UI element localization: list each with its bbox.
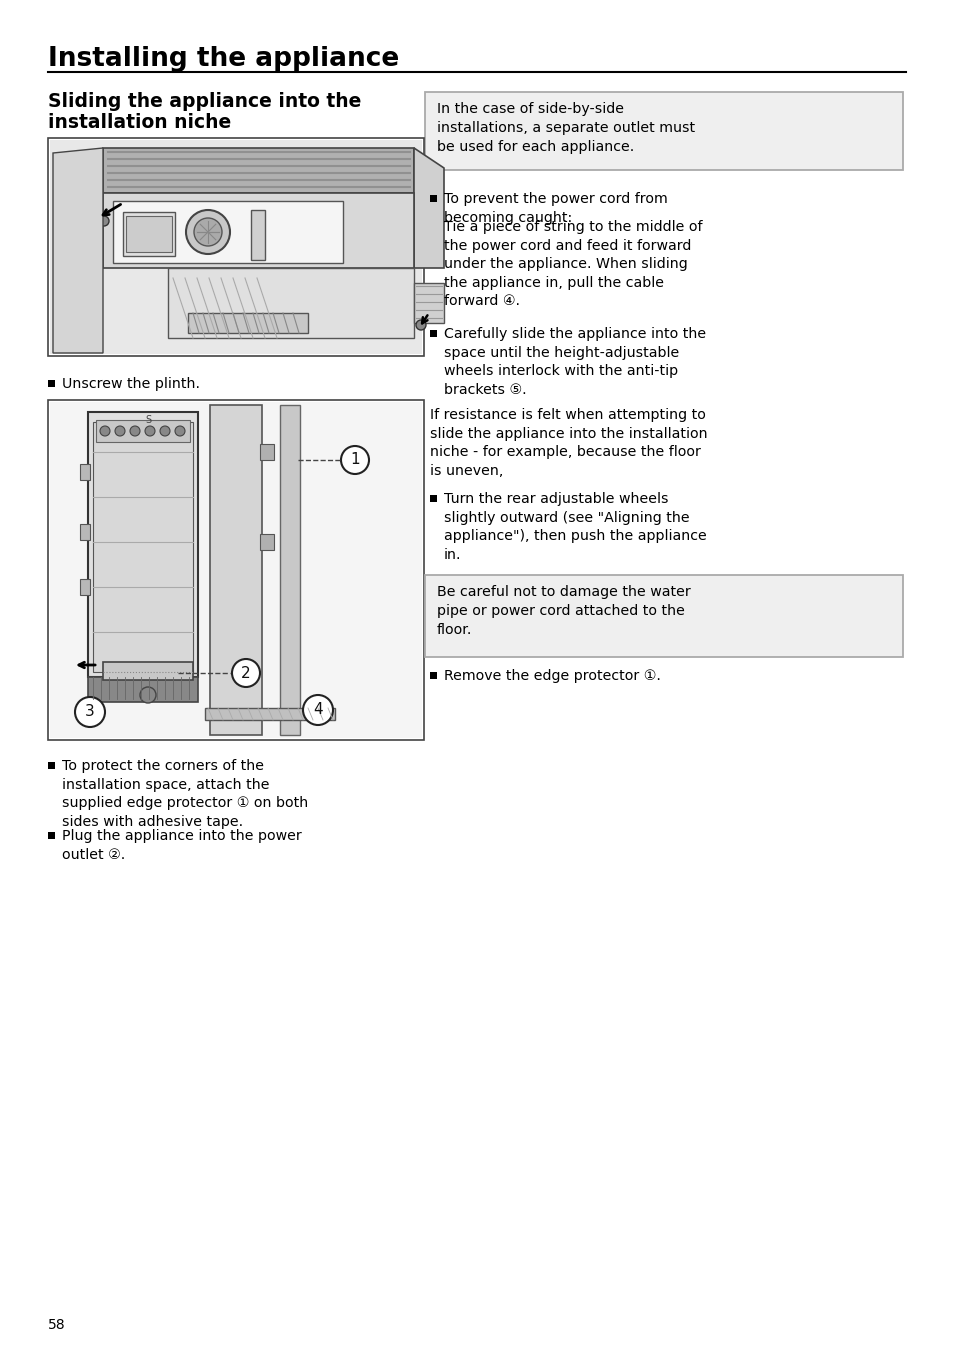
- FancyBboxPatch shape: [280, 406, 299, 735]
- FancyBboxPatch shape: [48, 138, 423, 356]
- Text: 3: 3: [85, 704, 94, 719]
- FancyBboxPatch shape: [424, 92, 902, 170]
- FancyBboxPatch shape: [92, 422, 193, 672]
- Circle shape: [193, 218, 222, 246]
- Text: 1: 1: [350, 453, 359, 468]
- Circle shape: [100, 426, 110, 435]
- FancyBboxPatch shape: [80, 579, 90, 595]
- Polygon shape: [414, 147, 443, 268]
- Circle shape: [232, 658, 260, 687]
- FancyBboxPatch shape: [430, 495, 436, 502]
- Text: 4: 4: [313, 703, 322, 718]
- FancyBboxPatch shape: [112, 201, 343, 264]
- Circle shape: [303, 695, 333, 725]
- Text: installation niche: installation niche: [48, 114, 231, 132]
- Circle shape: [340, 446, 369, 475]
- FancyBboxPatch shape: [48, 400, 423, 740]
- FancyBboxPatch shape: [414, 283, 443, 323]
- Text: In the case of side-by-side
installations, a separate outlet must
be used for ea: In the case of side-by-side installation…: [436, 101, 695, 154]
- FancyBboxPatch shape: [48, 763, 55, 769]
- FancyBboxPatch shape: [260, 534, 274, 550]
- Text: Sliding the appliance into the: Sliding the appliance into the: [48, 92, 361, 111]
- Polygon shape: [168, 268, 414, 338]
- FancyBboxPatch shape: [50, 402, 421, 738]
- Text: Plug the appliance into the power
outlet ②.: Plug the appliance into the power outlet…: [62, 829, 301, 861]
- Circle shape: [145, 426, 154, 435]
- Circle shape: [140, 687, 156, 703]
- Text: Installing the appliance: Installing the appliance: [48, 46, 399, 72]
- FancyBboxPatch shape: [210, 406, 262, 735]
- Text: Tie a piece of string to the middle of
the power cord and feed it forward
under : Tie a piece of string to the middle of t…: [443, 220, 701, 308]
- FancyBboxPatch shape: [48, 831, 55, 840]
- FancyBboxPatch shape: [188, 314, 308, 333]
- Circle shape: [75, 698, 105, 727]
- Circle shape: [416, 320, 426, 330]
- Circle shape: [160, 426, 170, 435]
- Circle shape: [115, 426, 125, 435]
- FancyBboxPatch shape: [430, 195, 436, 201]
- Text: Carefully slide the appliance into the
space until the height-adjustable
wheels : Carefully slide the appliance into the s…: [443, 327, 705, 397]
- FancyBboxPatch shape: [251, 210, 265, 260]
- Text: To protect the corners of the
installation space, attach the
supplied edge prote: To protect the corners of the installati…: [62, 758, 308, 829]
- Circle shape: [130, 426, 140, 435]
- FancyBboxPatch shape: [103, 662, 193, 680]
- Polygon shape: [103, 147, 414, 193]
- Text: Unscrew the plinth.: Unscrew the plinth.: [62, 377, 200, 391]
- Text: 58: 58: [48, 1318, 66, 1332]
- Text: To prevent the power cord from
becoming caught:: To prevent the power cord from becoming …: [443, 192, 667, 224]
- FancyBboxPatch shape: [88, 412, 198, 677]
- FancyBboxPatch shape: [123, 212, 174, 256]
- Text: Be careful not to damage the water
pipe or power cord attached to the
floor.: Be careful not to damage the water pipe …: [436, 585, 690, 637]
- Text: Turn the rear adjustable wheels
slightly outward (see "Aligning the
appliance"),: Turn the rear adjustable wheels slightly…: [443, 492, 706, 562]
- FancyBboxPatch shape: [80, 464, 90, 480]
- FancyBboxPatch shape: [48, 380, 55, 387]
- Text: If resistance is felt when attempting to
slide the appliance into the installati: If resistance is felt when attempting to…: [430, 408, 707, 477]
- Text: S: S: [145, 415, 151, 425]
- Text: 2: 2: [241, 665, 251, 680]
- FancyBboxPatch shape: [50, 141, 421, 354]
- FancyBboxPatch shape: [430, 330, 436, 337]
- FancyBboxPatch shape: [424, 575, 902, 657]
- Polygon shape: [103, 193, 414, 268]
- Circle shape: [99, 216, 109, 226]
- FancyBboxPatch shape: [205, 708, 335, 721]
- FancyBboxPatch shape: [80, 525, 90, 539]
- Polygon shape: [53, 147, 103, 353]
- Circle shape: [174, 426, 185, 435]
- FancyBboxPatch shape: [260, 443, 274, 460]
- FancyBboxPatch shape: [126, 216, 172, 251]
- FancyBboxPatch shape: [96, 420, 190, 442]
- Text: Remove the edge protector ①.: Remove the edge protector ①.: [443, 669, 660, 683]
- FancyBboxPatch shape: [430, 672, 436, 679]
- Circle shape: [186, 210, 230, 254]
- FancyBboxPatch shape: [88, 677, 198, 702]
